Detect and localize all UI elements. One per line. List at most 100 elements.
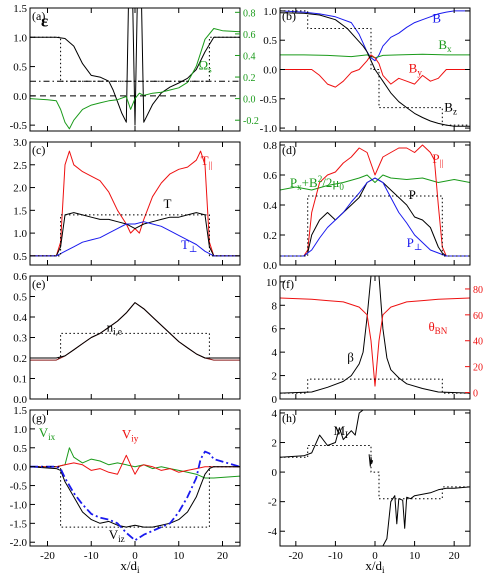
series-line (280, 297, 470, 387)
y-tick-label: 0.5 (13, 62, 27, 74)
series-line (280, 144, 470, 257)
x-tick-label: 0 (372, 550, 378, 562)
x-axis-label-right: x/di (365, 558, 385, 575)
y-tick-label: 0.5 (13, 251, 27, 263)
series-line (30, 28, 240, 130)
y-tick-label: 0.0 (263, 260, 277, 272)
y2-tick-label: 20 (473, 363, 483, 374)
series-label-subscript: || (440, 158, 444, 168)
reference-line (30, 36, 240, 82)
y-tick-label: 10 (266, 277, 278, 289)
y-tick-label: 0.0 (13, 91, 27, 103)
y-tick-label: 0 (272, 467, 278, 479)
series-label-text: Ω (198, 58, 208, 73)
panel-c: 0.51.01.52.02.53.0 (c)T||TT⊥ (13, 137, 241, 266)
series-label: T (163, 196, 171, 211)
panel-letter: (f) (282, 277, 294, 291)
plot-area (30, 302, 240, 361)
series-label-subscript: z (453, 107, 457, 117)
y-tick-label: 2 (272, 371, 278, 383)
y-tick-label: 1.5 (13, 405, 27, 417)
y2-tick-label: 0 (473, 389, 478, 400)
series-label: P⊥ (407, 235, 423, 252)
panel-letter: (h) (282, 411, 296, 425)
y-tick-label: 0.2 (263, 230, 277, 242)
y-tick-label: -1.5 (10, 518, 28, 530)
series-label: Ωs (198, 58, 212, 75)
series-label-subscript: x (297, 182, 302, 192)
series-label-text: T (163, 196, 171, 211)
y2-tick-label: 60 (473, 311, 483, 322)
y2-tick-label: 0.4 (243, 51, 256, 62)
series-line (280, 276, 470, 394)
plot-area (280, 410, 470, 546)
y-tick-label: 2.5 (13, 160, 27, 172)
y-tick-label: 2.0 (13, 183, 27, 195)
panel-g: -20 -10 0 10 20 -2.0 -1.5 -1.0 -0.5 0.0 0.5 1.0 1.5 (… (10, 405, 241, 562)
y-tick-label: 8 (272, 300, 278, 312)
series-label-subscript: iz (118, 534, 125, 544)
series-label-subscript: i,e (113, 326, 122, 336)
plot-area (30, 8, 240, 130)
series-line (280, 54, 470, 88)
series-label: β (347, 350, 354, 365)
series-label-text: β (347, 350, 354, 365)
x-tick-label: -10 (328, 550, 343, 562)
plot-area (30, 447, 240, 542)
plot-area (280, 144, 470, 257)
series-label-superscript: 2 (318, 174, 323, 184)
panel-letter: (b) (282, 9, 296, 23)
series-label: Viy (122, 426, 139, 443)
y-tick-label: -4 (268, 526, 278, 538)
y-tick-label: 1.0 (13, 228, 27, 240)
y-tick-label: 0.5 (13, 443, 27, 455)
reference-line (30, 466, 240, 528)
panel-letter: (e) (32, 277, 45, 291)
series-label-text: ε (41, 12, 48, 31)
reference-line (280, 445, 470, 500)
y2-tick-label: 0.8 (243, 8, 256, 19)
series-label: Viz (109, 527, 125, 544)
y2-tick-label: -0.2 (243, 116, 259, 127)
y-tick-label: 0.4 (263, 200, 277, 212)
series-label: Bx (438, 37, 452, 54)
plot-area (30, 150, 240, 257)
series-label-text: P (409, 187, 416, 202)
y-tick-label: 0.2 (13, 353, 27, 365)
y-tick-label: 4 (272, 408, 278, 420)
series-label: Px+B2/2μ0 (290, 174, 344, 192)
series-line (30, 466, 240, 528)
panel-letter: (a) (32, 9, 45, 23)
series-label: T|| (201, 153, 213, 170)
y2-tick-label: 80 (473, 285, 483, 296)
y-tick-label: 1.5 (13, 205, 27, 217)
series-label-text: P (290, 175, 297, 190)
x-tick-label: 10 (409, 550, 421, 562)
series-line (382, 486, 470, 546)
y-tick-label: 0.5 (263, 35, 277, 47)
series-line (368, 454, 374, 467)
y-tick-label: 0.4 (13, 312, 27, 324)
y2-tick-label: 0.6 (243, 30, 256, 41)
y-tick-label: -1.0 (260, 123, 278, 135)
y-tick-label: 1.0 (263, 6, 277, 18)
x-tick-label: -10 (84, 550, 99, 562)
panel-letter: (c) (32, 143, 45, 157)
series-label-text: P (432, 151, 439, 166)
series-label-text: V (109, 527, 119, 542)
x-tick-label: 10 (173, 550, 185, 562)
series-label-text: V (39, 425, 49, 440)
reference-line (280, 10, 470, 126)
panel-f: 0 2 4 6 8 10 0 20 40 60 80 (f) θBN β (266, 275, 483, 406)
y-tick-label: -2 (268, 497, 277, 509)
series-label: P|| (432, 151, 443, 168)
series-label: ε (41, 12, 48, 31)
series-label: By (409, 60, 423, 77)
series-label-text: /2μ (322, 175, 339, 190)
y-tick-label: 3.0 (13, 137, 27, 149)
series-label-subscript: y (417, 67, 422, 77)
x-axis-label-text: x/d (120, 558, 137, 573)
reference-line (30, 332, 240, 359)
plot-area (280, 276, 470, 394)
